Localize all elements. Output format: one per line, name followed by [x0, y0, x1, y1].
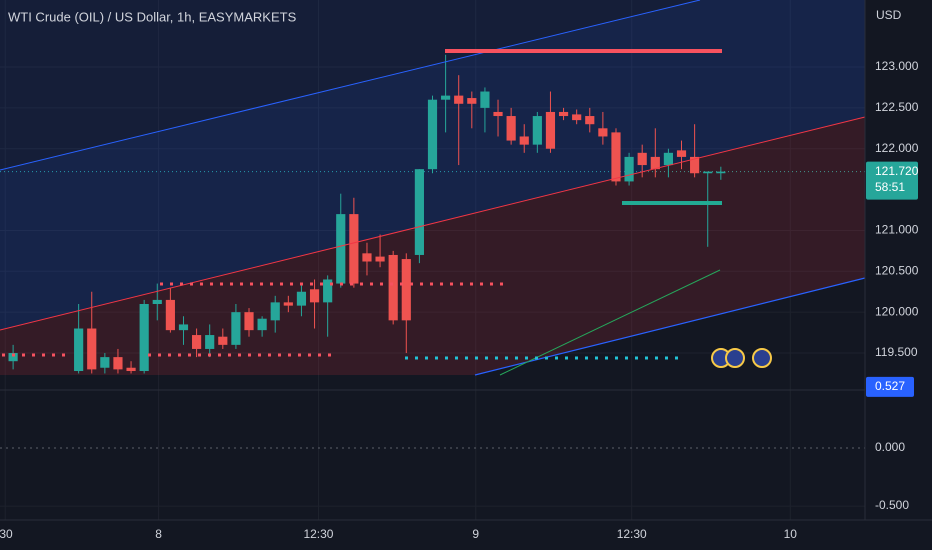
candle-body — [690, 156, 700, 174]
candle-body — [257, 318, 267, 331]
candle-body — [441, 95, 451, 100]
candle-body — [703, 171, 713, 174]
y2-tick-label: 0.000 — [875, 440, 905, 454]
candle-body — [113, 357, 123, 370]
candle-body — [100, 357, 110, 368]
candle-body — [336, 214, 346, 284]
y2-tick-label: -0.500 — [875, 498, 909, 512]
candle-body — [519, 136, 529, 145]
candle-body — [427, 99, 438, 170]
candle-body — [493, 111, 503, 117]
candle-body — [165, 299, 175, 331]
x-tick-label: 12:30 — [303, 527, 333, 541]
candle-body — [414, 169, 424, 255]
candle-body — [296, 291, 307, 306]
candle-body — [205, 335, 215, 349]
candle-body — [231, 312, 241, 345]
candle-body — [388, 254, 398, 321]
y-tick-label: 123.000 — [875, 59, 919, 73]
candle-body — [585, 116, 595, 125]
x-tick-label: 10 — [784, 527, 798, 541]
x-tick-label: 8 — [155, 527, 162, 541]
candle-body — [152, 299, 162, 304]
labels: WTI Crude (OIL) / US Dollar, 1h, EASYMAR… — [0, 8, 919, 541]
candle-body — [349, 214, 359, 284]
event-icon — [752, 348, 772, 368]
candle-body — [309, 289, 320, 303]
y-tick-label: 122.500 — [875, 100, 919, 114]
candle-body — [467, 98, 477, 104]
y-tick-label: 119.500 — [875, 345, 918, 359]
candle-body — [545, 111, 556, 149]
candle-body — [139, 304, 149, 372]
candle-body — [637, 152, 647, 166]
y-tick-label: 122.000 — [875, 141, 919, 155]
y-tick-label: 121.000 — [875, 223, 919, 237]
channel-top-line — [0, 0, 701, 171]
candle-body — [506, 116, 516, 141]
candle-body — [598, 128, 608, 137]
candle-body — [270, 302, 280, 321]
candle-body — [362, 253, 372, 262]
event-icons — [711, 348, 772, 368]
candle-body — [572, 114, 582, 121]
countdown: 58:51 — [875, 180, 905, 194]
candle-body — [218, 336, 228, 345]
candle-body — [323, 279, 333, 303]
channel-mid-line — [0, 116, 866, 331]
candle-body — [624, 156, 634, 182]
candle-body — [87, 328, 97, 370]
indicator-value-box — [866, 376, 914, 397]
candle-body — [126, 367, 136, 372]
y-tick-label: 120.000 — [875, 304, 919, 318]
candle-body — [532, 116, 542, 145]
channel-fill-lower — [0, 117, 865, 375]
candle-body — [480, 91, 490, 108]
indicator-value-label: 0.527 — [875, 379, 905, 393]
last-price-box — [866, 161, 918, 200]
event-icon — [725, 348, 745, 368]
candle-body — [558, 111, 569, 117]
y-tick-label: 120.500 — [875, 263, 919, 277]
candle-body — [401, 259, 411, 321]
candle-body — [283, 302, 293, 306]
candle-body — [454, 95, 464, 104]
candle-body — [192, 335, 202, 349]
x-tick-label: 12:30 — [617, 527, 647, 541]
grid — [0, 0, 865, 520]
candle-body — [650, 156, 660, 170]
last-price-label: 121.720 — [875, 164, 919, 178]
chart-title: WTI Crude (OIL) / US Dollar, 1h, EASYMAR… — [8, 9, 297, 24]
candle-body — [676, 150, 687, 157]
candle-body — [663, 152, 673, 166]
candle-body — [8, 353, 18, 362]
x-tick-label: 9 — [472, 527, 479, 541]
candle-body — [178, 324, 189, 331]
candles — [8, 54, 726, 374]
candle-body — [716, 171, 726, 174]
x-tick-label: 30 — [0, 527, 13, 541]
candle-body — [244, 312, 254, 331]
candle-body — [74, 328, 84, 372]
candle-body — [611, 132, 621, 182]
currency: USD — [876, 8, 902, 22]
candle-body — [375, 256, 385, 262]
channel-bottom-line — [474, 277, 866, 376]
drawings — [0, 0, 932, 521]
